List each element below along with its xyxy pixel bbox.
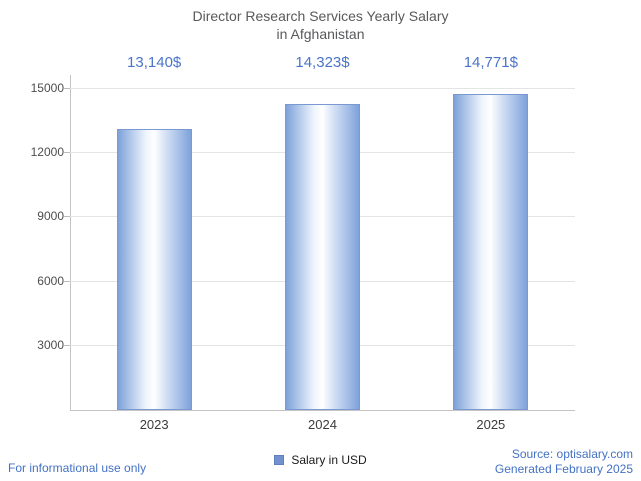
y-tick-mark	[64, 344, 70, 346]
bar-column	[407, 89, 575, 410]
bar-2024[interactable]	[284, 103, 360, 410]
bar-column	[238, 89, 406, 410]
legend: Salary in USD	[0, 453, 641, 467]
y-tick-label: 9000	[37, 209, 64, 224]
bar-2025[interactable]	[453, 93, 529, 410]
y-tick-mark	[64, 88, 70, 89]
legend-label: Salary in USD	[291, 453, 367, 467]
chart-title-line2: in Afghanistan	[276, 26, 365, 42]
bar-value-labels: 13,140$ 14,323$ 14,771$	[70, 54, 575, 74]
y-tick-mark	[64, 280, 70, 282]
y-tick-label: 6000	[37, 273, 64, 288]
source-link[interactable]: Source: optisalary.com	[511, 447, 633, 461]
legend-square-icon	[274, 455, 285, 465]
bar-value-label: 14,323$	[295, 54, 350, 71]
chart-title-line1: Director Research Services Yearly Salary	[192, 8, 449, 24]
y-tick-label: 3000	[37, 337, 64, 352]
chart-title: Director Research Services Yearly Salary…	[0, 7, 641, 43]
y-axis-line	[70, 75, 71, 410]
bar-column	[70, 89, 238, 410]
y-tick-label: 15000	[30, 81, 64, 95]
bar-value-label: 14,771$	[463, 54, 518, 71]
bar-2023[interactable]	[116, 128, 192, 410]
plot-area	[64, 88, 575, 410]
y-tick-label: 12000	[30, 145, 64, 160]
y-tick-mark	[64, 152, 70, 154]
y-axis-tick-labels: 3000 6000 9000 12000 15000	[20, 81, 64, 410]
disclaimer-text: For informational use only	[8, 461, 147, 475]
bars-container	[70, 89, 575, 410]
bar-value-label: 13,140$	[127, 54, 182, 71]
x-category-label: 2023	[139, 417, 169, 432]
x-category-label: 2025	[476, 417, 506, 432]
x-axis-category-labels: 2023 2024 2025	[70, 417, 575, 432]
generated-date: Generated February 2025	[494, 462, 633, 476]
gridline	[70, 88, 575, 89]
y-tick-mark	[64, 216, 70, 218]
x-axis-line	[70, 410, 575, 411]
x-category-label: 2024	[308, 417, 337, 432]
footer-source-block: Source: optisalary.com Generated Februar…	[495, 447, 633, 477]
